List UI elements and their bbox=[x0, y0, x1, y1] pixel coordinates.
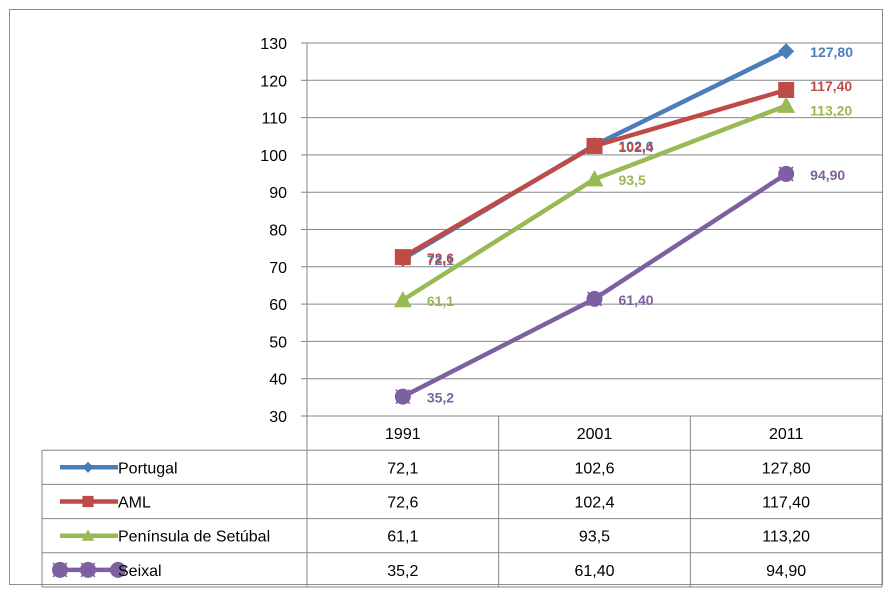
legend-label: AML bbox=[118, 495, 151, 512]
table-cell: 94,90 bbox=[766, 563, 806, 580]
data-label: 113,20 bbox=[810, 103, 852, 119]
table-cell: 127,80 bbox=[762, 460, 811, 477]
data-label: 102,6 bbox=[619, 138, 654, 154]
data-point bbox=[778, 81, 795, 98]
y-tick-label: 130 bbox=[260, 36, 287, 53]
data-label: 61,1 bbox=[427, 293, 454, 309]
table-cell: 72,1 bbox=[387, 460, 418, 477]
legend-label: Portugal bbox=[118, 460, 178, 477]
table-cell: 35,2 bbox=[387, 563, 418, 580]
series-line-2 bbox=[401, 103, 787, 302]
data-point bbox=[777, 96, 796, 113]
data-label: 93,5 bbox=[619, 172, 646, 188]
table-cell: 61,1 bbox=[387, 529, 418, 546]
legend-key bbox=[60, 461, 118, 473]
data-label: 35,2 bbox=[427, 390, 454, 406]
y-tick-label: 40 bbox=[269, 372, 287, 389]
y-tick-label: 80 bbox=[269, 223, 287, 240]
x-tick-label: 1991 bbox=[385, 426, 421, 443]
data-label: 102,4 bbox=[619, 139, 654, 155]
data-label: 94,90 bbox=[810, 167, 845, 183]
data-point bbox=[394, 249, 411, 266]
series-line-3 bbox=[401, 172, 788, 399]
table-cell: 72,6 bbox=[387, 495, 418, 512]
y-tick-label: 70 bbox=[269, 260, 287, 277]
data-point bbox=[778, 165, 795, 182]
y-tick-label: 100 bbox=[260, 148, 287, 165]
data-label: 61,40 bbox=[619, 292, 654, 308]
y-tick-label: 120 bbox=[260, 73, 287, 90]
data-point bbox=[586, 137, 603, 154]
legend-label: Península de Setúbal bbox=[118, 529, 270, 546]
data-label: 127,80 bbox=[810, 44, 853, 60]
y-tick-label: 60 bbox=[269, 297, 287, 314]
x-tick-label: 2001 bbox=[577, 426, 613, 443]
legend-label: Seixal bbox=[118, 563, 162, 580]
data-point bbox=[585, 170, 604, 187]
table-cell: 113,20 bbox=[762, 529, 810, 546]
x-tick-label: 2011 bbox=[769, 426, 804, 443]
legend-key bbox=[60, 495, 118, 508]
table-cell: 102,6 bbox=[574, 460, 614, 477]
table-cell: 102,4 bbox=[574, 495, 614, 512]
y-tick-label: 30 bbox=[269, 409, 287, 426]
table-cell: 93,5 bbox=[579, 529, 610, 546]
legend-key bbox=[52, 561, 126, 578]
data-point bbox=[393, 290, 412, 308]
y-tick-label: 90 bbox=[269, 185, 287, 202]
table-cell: 61,40 bbox=[574, 563, 614, 580]
y-tick-label: 110 bbox=[261, 111, 287, 128]
data-point bbox=[586, 290, 603, 307]
legend-key bbox=[60, 529, 118, 541]
data-label: 72,6 bbox=[427, 250, 454, 266]
data-point bbox=[394, 388, 411, 405]
table-cell: 117,40 bbox=[762, 495, 810, 512]
data-point bbox=[778, 43, 795, 60]
data-label: 117,40 bbox=[810, 78, 852, 94]
data-label: 72,1 bbox=[427, 252, 454, 268]
y-tick-label: 50 bbox=[269, 334, 287, 351]
